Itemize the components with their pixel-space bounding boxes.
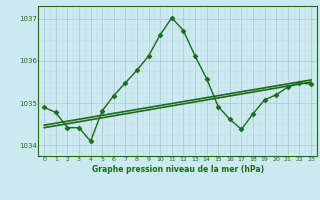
X-axis label: Graphe pression niveau de la mer (hPa): Graphe pression niveau de la mer (hPa) — [92, 165, 264, 174]
